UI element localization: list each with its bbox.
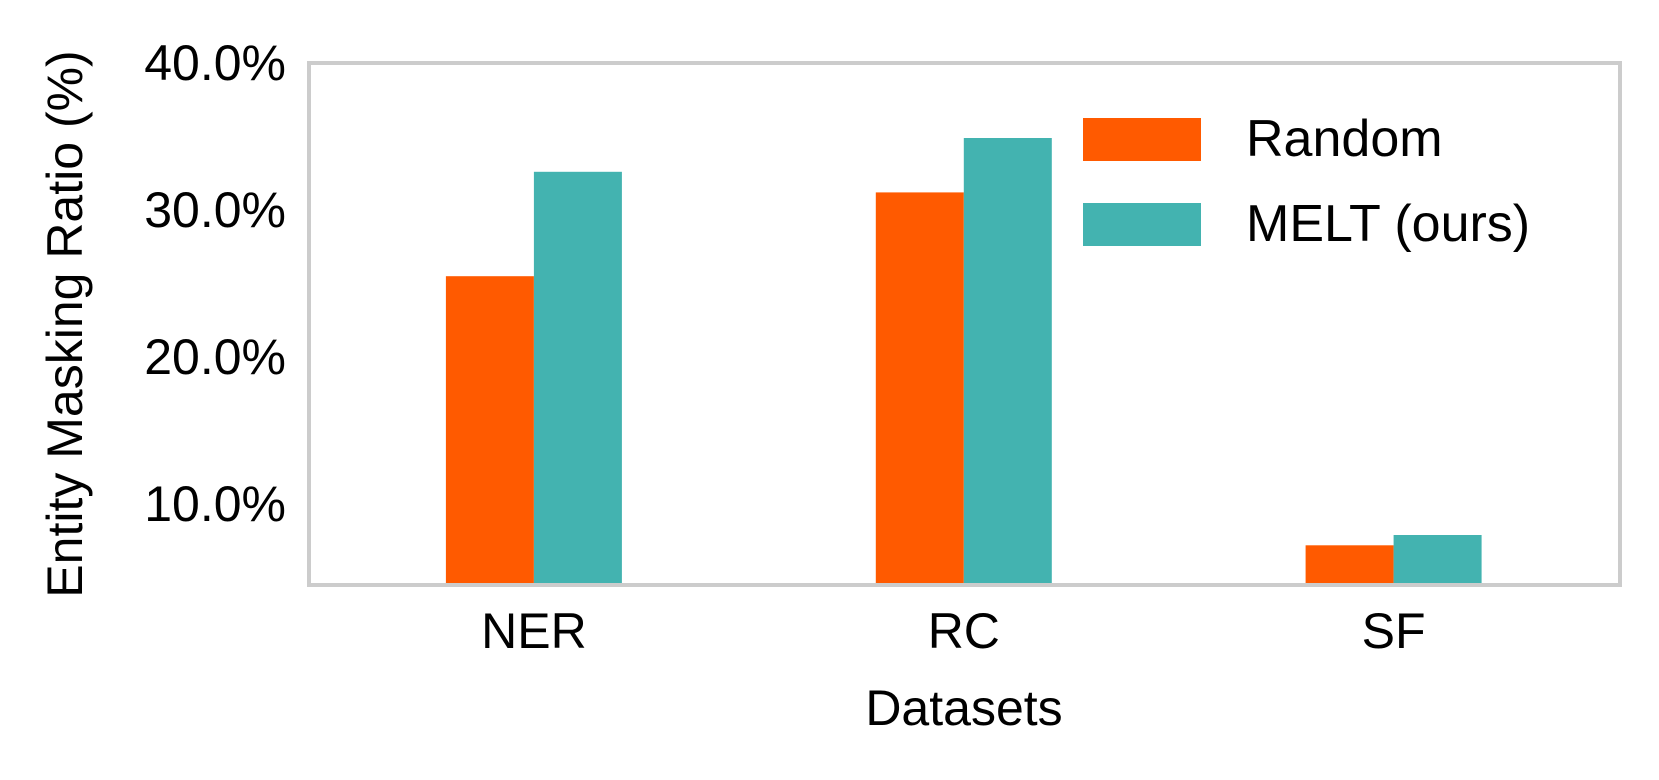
legend-label: Random [1246,110,1443,168]
y-axis-label: Entity Masking Ratio (%) [37,50,93,597]
y-tick-labels: 10.0% 20.0% 30.0% 40.0% [144,35,286,532]
y-tick-label: 20.0% [144,329,286,385]
bar-rc-melt-ours [963,138,1052,585]
bar-rc-random [875,192,964,585]
x-tick-label: SF [1362,603,1426,659]
legend-label: MELT (ours) [1246,195,1530,253]
x-tick-label: NER [481,603,587,659]
bar-sf-melt-ours [1393,535,1482,585]
plot-frame [307,61,1622,587]
bar-sf-random [1305,545,1394,585]
y-tick-label: 40.0% [144,35,286,91]
x-tick-labels: NER RC SF [481,603,1425,659]
legend-swatch [1083,118,1201,161]
y-tick-label: 30.0% [144,182,286,238]
legend-swatch [1083,203,1201,246]
bar-ner-melt-ours [533,171,622,586]
x-axis-label: Datasets [865,680,1062,736]
y-tick-label: 10.0% [144,476,286,532]
bar-ner-random [445,276,534,585]
bars-group [445,138,1482,586]
x-tick-label: RC [928,603,1000,659]
legend: Random MELT (ours) [1083,110,1530,253]
